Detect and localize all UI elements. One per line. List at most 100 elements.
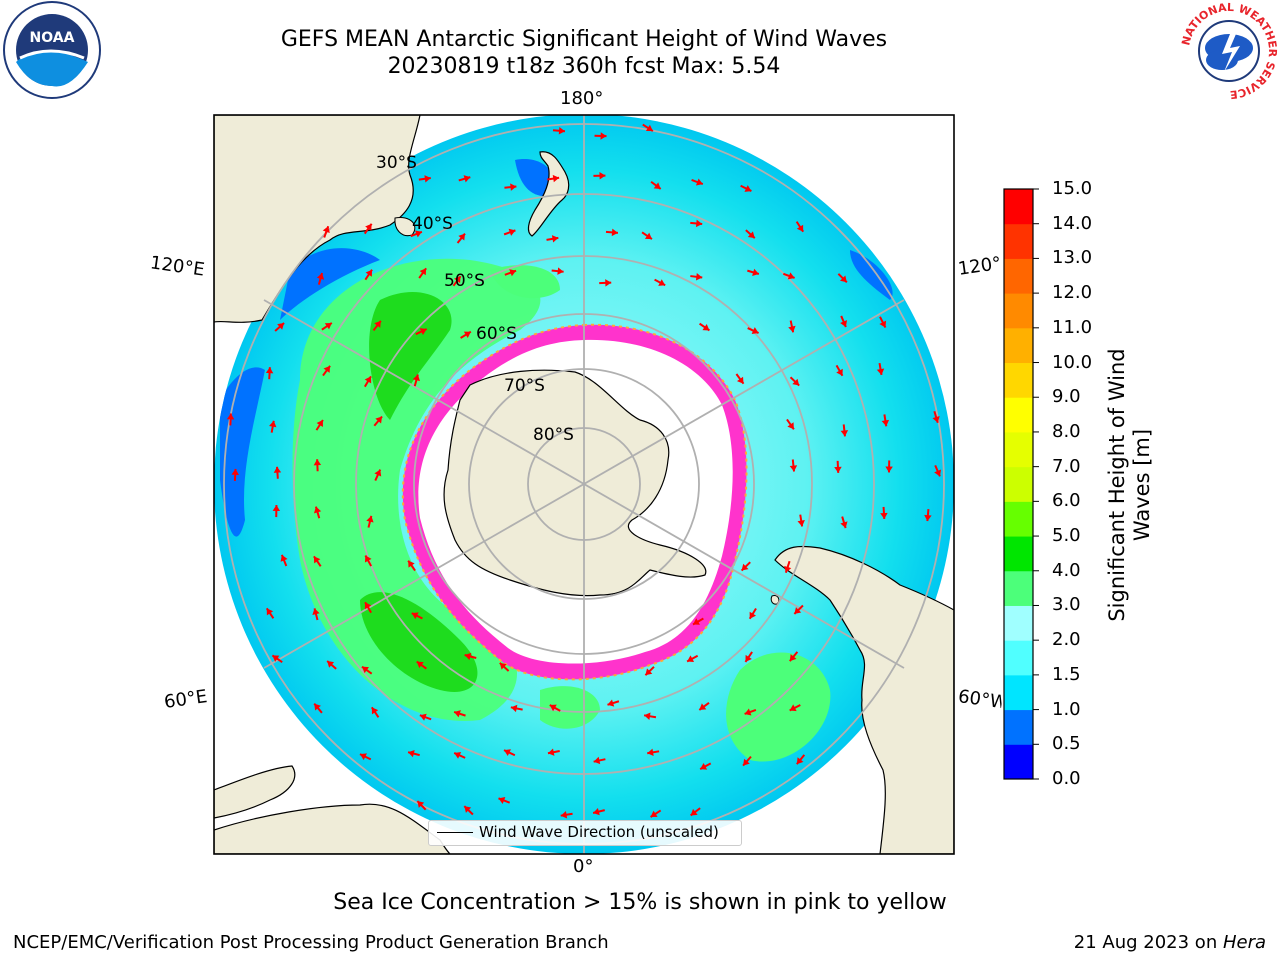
wave-direction-arrowhead	[454, 710, 461, 718]
wave-direction-arrowhead	[364, 555, 372, 563]
wave-direction-arrowhead	[412, 374, 420, 382]
wave-direction-arrowhead	[784, 565, 792, 573]
wave-direction-arrowhead	[747, 231, 755, 239]
chart-subtitle: 20230819 t18z 360h fcst Max: 5.54	[387, 54, 781, 79]
wave-direction-arrowhead	[463, 175, 471, 183]
wave-direction-arrowhead	[463, 331, 471, 338]
wave-direction-arrowhead	[313, 506, 322, 514]
credit-text: NCEP/EMC/Verification Post Processing Pr…	[13, 932, 609, 953]
wave-direction-arrowhead	[741, 563, 749, 571]
wave-direction-arrowhead	[836, 368, 843, 376]
wave-direction-arrowhead	[695, 273, 703, 281]
colorbar-tick-label: 13.0	[1052, 247, 1093, 269]
wave-direction-arrowhead	[231, 468, 239, 475]
lat-label-40: 40°S	[412, 214, 453, 234]
wave-direction-arrowhead	[374, 320, 381, 328]
wave-direction-arrowhead	[690, 808, 698, 816]
wave-direction-arrowhead	[647, 748, 654, 756]
wave-direction-arrowhead	[744, 185, 752, 192]
colorbar-tick-label: 6.0	[1052, 490, 1081, 512]
wave-direction-arrowhead	[699, 703, 707, 710]
wave-direction-arrowhead	[366, 515, 374, 523]
wave-direction-arrowhead	[796, 224, 804, 232]
wave-direction-arrowhead	[653, 182, 661, 189]
wave-direction-arrowhead	[508, 228, 516, 236]
wave-direction-arrowhead	[880, 512, 888, 519]
wave-direction-arrowhead	[411, 612, 419, 620]
wave-direction-arrowhead	[645, 124, 653, 132]
wave-direction-arrowhead	[314, 703, 321, 711]
map-frame	[213, 114, 955, 855]
wave-direction-arrowhead	[789, 465, 798, 472]
wave-direction-arrowhead	[499, 662, 507, 670]
wave-direction-arrowhead	[600, 132, 607, 140]
wave-direction-arrowhead	[510, 183, 517, 191]
wave-direction-arrowhead	[932, 416, 940, 423]
wave-direction-arrowhead	[374, 469, 382, 477]
wave-direction-arrowhead	[794, 607, 802, 614]
colorbar-tick-label: 8.0	[1052, 420, 1081, 442]
wave-direction-arrowhead	[371, 707, 379, 715]
wave-direction-arrowhead	[645, 668, 653, 676]
colorbar-segment	[1004, 744, 1033, 780]
wave-direction-arrowhead	[787, 272, 795, 280]
colorbar-segment	[1004, 570, 1033, 606]
wave-direction-arrowhead	[277, 322, 285, 330]
wave-direction-arrowhead	[365, 269, 373, 277]
map-legend: Wind Wave Direction (unscaled)	[428, 820, 742, 846]
australia-landmass	[214, 115, 421, 323]
chart-title: GEFS MEAN Antarctic Significant Height o…	[280, 27, 888, 52]
meridian-60e-120w	[263, 299, 905, 669]
lat-label-50: 50°S	[444, 271, 485, 291]
wave-direction-arrowhead	[408, 560, 415, 568]
wave-direction-arrowhead	[551, 235, 559, 243]
wave-direction-arrowhead	[840, 275, 847, 283]
wave-direction-arrowhead	[269, 420, 277, 428]
wave-direction-arrowhead	[464, 652, 472, 661]
wave-height-patch-3m	[292, 258, 541, 721]
wave-direction-arrowhead	[265, 367, 274, 374]
colorbar-tick-label: 3.0	[1052, 594, 1081, 616]
wave-direction-arrowhead	[593, 807, 600, 816]
lat-label-70: 70°S	[504, 376, 545, 396]
wave-direction-arrowhead	[419, 713, 427, 721]
colorbar-segment	[1004, 258, 1033, 294]
wave-direction-arrowhead	[787, 422, 794, 430]
wave-direction-arrowhead	[881, 419, 890, 427]
wave-direction-arrowhead	[510, 704, 518, 713]
wave-direction-arrowhead	[879, 320, 887, 328]
colorbar-segment	[1004, 709, 1033, 745]
africa-landmass	[214, 765, 296, 819]
wave-direction-arrowhead	[743, 758, 750, 766]
wave-direction-arrowhead	[364, 602, 372, 610]
antarctica-landmass	[443, 369, 707, 597]
wave-direction-arrowhead	[789, 704, 797, 712]
wind-wave-arrows	[226, 123, 942, 819]
colorbar-tick-label: 12.0	[1052, 282, 1093, 304]
lon-label-180: 180°	[560, 88, 604, 109]
colorbar-segment	[1004, 431, 1033, 468]
wave-direction-arrowhead	[834, 466, 842, 473]
date-stamp: 21 Aug 2023 on Hera	[1074, 932, 1266, 953]
wave-direction-arrowhead	[280, 554, 288, 562]
wave-height-patch-1m-4	[850, 250, 893, 300]
wave-direction-arrowhead	[752, 268, 759, 276]
colorbar-tick-label: 2.0	[1052, 629, 1081, 651]
wave-direction-arrowhead	[414, 230, 422, 238]
wave-height-patch-1m-3	[515, 159, 556, 197]
wave-direction-arrowhead	[464, 806, 472, 813]
wave-direction-arrowhead	[226, 413, 235, 420]
date-text: 21 Aug 2023 on	[1073, 932, 1223, 953]
colorbar-segment	[1004, 501, 1033, 537]
wave-direction-arrowhead	[611, 228, 618, 237]
colorbar-tick-label: 1.5	[1052, 663, 1081, 685]
wave-direction-arrowhead	[695, 178, 703, 186]
colorbar-segment	[1004, 605, 1033, 641]
wave-direction-arrowhead	[736, 376, 744, 384]
wave-direction-arrowhead	[323, 365, 331, 373]
colorbar-tick-label: 9.0	[1052, 386, 1081, 408]
colorbar-frame	[1003, 188, 1034, 780]
colorbar-tick-label: 0.5	[1052, 733, 1081, 755]
colorbar-tick-label: 14.0	[1052, 212, 1093, 234]
wave-direction-arrowhead	[327, 660, 335, 668]
